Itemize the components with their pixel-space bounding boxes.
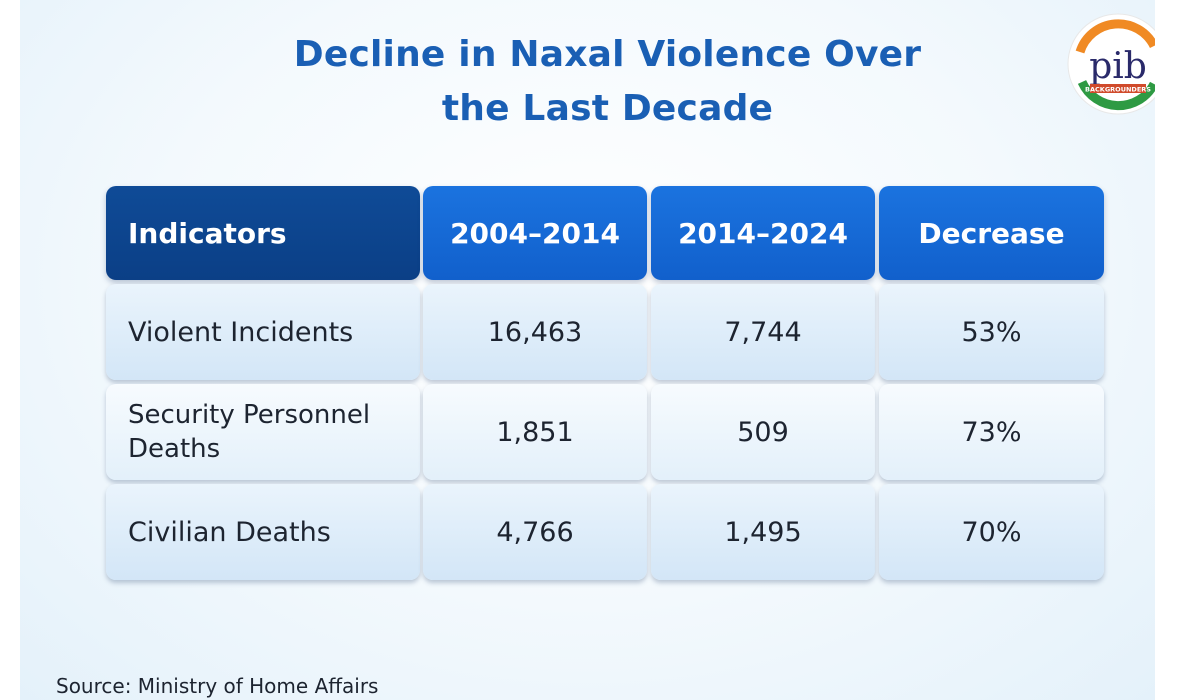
pib-logo: pib BACKGROUNDERS	[1067, 13, 1155, 115]
infographic-card: Decline in Naxal Violence Over the Last …	[20, 0, 1155, 700]
row-1-indicator: Violent Incidents	[106, 284, 420, 380]
row-3-period-2: 1,495	[651, 484, 875, 580]
row-2-decrease: 73%	[879, 384, 1104, 480]
header-period-1: 2004–2014	[423, 186, 647, 280]
row-1-period-2: 7,744	[651, 284, 875, 380]
logo-subtext: BACKGROUNDERS	[1085, 86, 1151, 94]
row-3-indicator: Civilian Deaths	[106, 484, 420, 580]
row-3-decrease: 70%	[879, 484, 1104, 580]
row-1-decrease: 53%	[879, 284, 1104, 380]
header-period-2: 2014–2024	[651, 186, 875, 280]
row-2-indicator: Security Personnel Deaths	[106, 384, 420, 480]
row-1-period-1: 16,463	[423, 284, 647, 380]
data-table: Indicators 2004–2014 2014–2024 Decrease …	[106, 186, 1106, 586]
header-decrease: Decrease	[879, 186, 1104, 280]
title-line-1: Decline in Naxal Violence Over	[293, 34, 922, 75]
header-indicators: Indicators	[106, 186, 420, 280]
title-line-2: the Last Decade	[441, 88, 774, 129]
logo-text: pib	[1089, 46, 1147, 87]
row-2-period-1: 1,851	[423, 384, 647, 480]
row-2-period-2: 509	[651, 384, 875, 480]
source-note: Source: Ministry of Home Affairs	[56, 674, 379, 698]
page-title: Decline in Naxal Violence Over the Last …	[20, 28, 1155, 136]
row-3-period-1: 4,766	[423, 484, 647, 580]
